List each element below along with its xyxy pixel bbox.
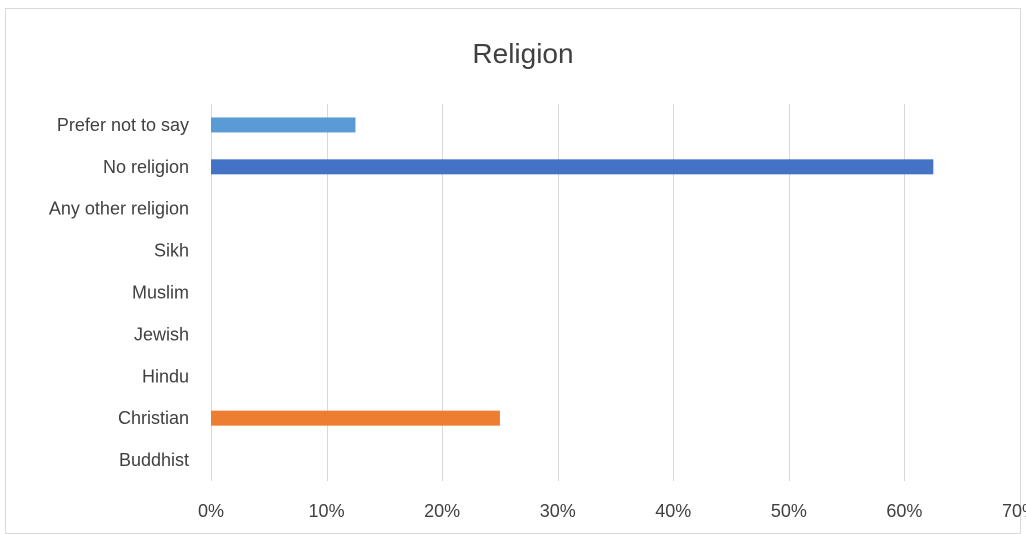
category-label-prefer-not-to-say: Prefer not to say [57, 115, 189, 135]
category-label-muslim: Muslim [132, 283, 189, 303]
category-label-buddhist: Buddhist [119, 450, 189, 470]
x-tick-label: 20% [424, 501, 460, 521]
chart-title: Religion [472, 38, 573, 69]
category-labels: Buddhist Christian Hindu Jewish Muslim Sikh An… [49, 115, 189, 470]
bar-prefer-not-to-say [211, 117, 356, 133]
category-label-no-religion: No religion [103, 157, 189, 177]
x-tick-label: 40% [655, 501, 691, 521]
x-tick-label: 10% [309, 501, 345, 521]
x-tick-label: 70% [1002, 501, 1026, 521]
tick-labels: 0% 10% 20% 30% 40% 50% 60% 70% [198, 501, 1026, 521]
x-tick-label: 60% [886, 501, 922, 521]
category-label-jewish: Jewish [134, 324, 189, 344]
bar-no-religion [211, 159, 934, 175]
category-label-sikh: Sikh [154, 241, 189, 261]
chart-frame [5, 8, 1021, 534]
category-label-any-other-religion: Any other religion [49, 199, 189, 219]
x-tick-label: 30% [540, 501, 576, 521]
x-tick-label: 0% [198, 501, 224, 521]
bars [211, 117, 934, 426]
bar-christian [211, 410, 500, 426]
category-label-hindu: Hindu [142, 366, 189, 386]
x-tick-label: 50% [771, 501, 807, 521]
category-label-christian: Christian [118, 408, 189, 428]
